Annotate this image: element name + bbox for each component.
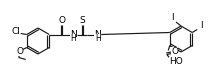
Text: H: H: [95, 34, 101, 42]
Text: I: I: [171, 13, 173, 21]
Text: HO: HO: [169, 57, 183, 66]
Text: O: O: [171, 47, 178, 56]
Text: Cl: Cl: [11, 26, 20, 36]
Text: O: O: [16, 47, 23, 56]
Text: S: S: [80, 16, 85, 25]
Text: I: I: [200, 21, 202, 30]
Text: H: H: [70, 34, 76, 42]
Text: O: O: [59, 16, 66, 25]
Text: N: N: [94, 29, 101, 39]
Text: N: N: [70, 29, 77, 39]
